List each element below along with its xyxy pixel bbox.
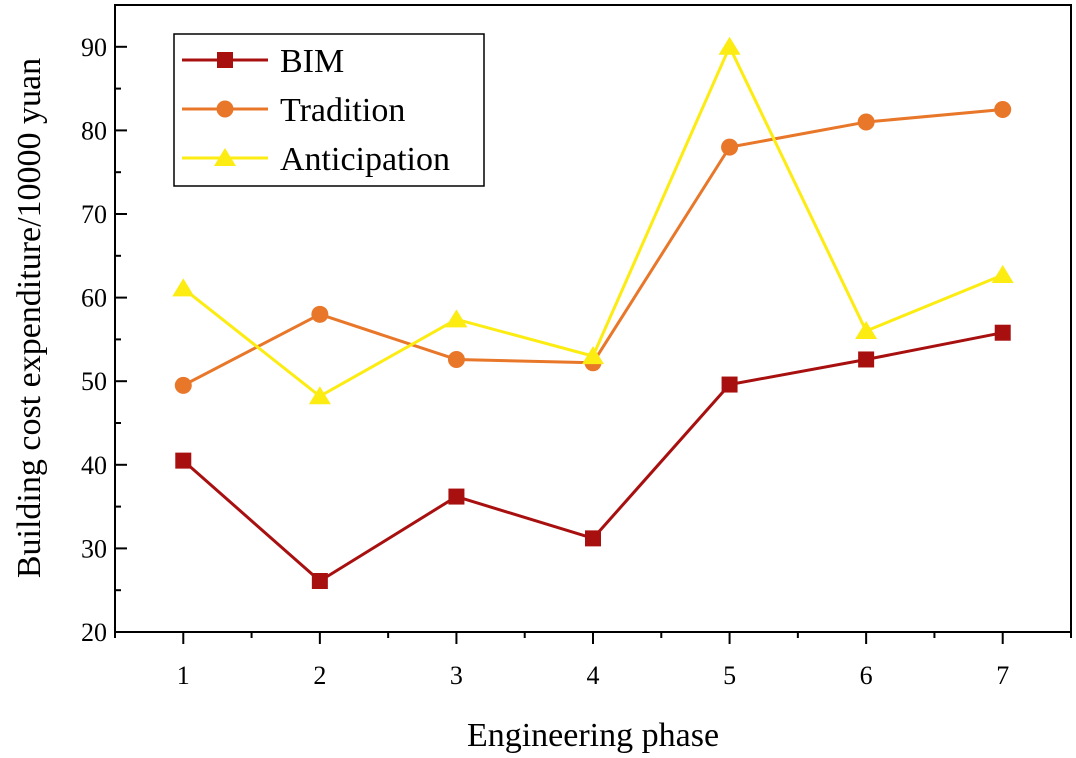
x-tick-label: 4: [587, 661, 600, 690]
legend-marker-tradition: [216, 100, 234, 118]
legend-label-anticipation: Anticipation: [280, 141, 450, 178]
y-tick-label: 30: [81, 534, 107, 563]
series-group: [172, 36, 1014, 590]
x-tick-label: 7: [996, 661, 1009, 690]
x-axis-title: Engineering phase: [467, 717, 719, 754]
y-tick-label: 40: [81, 451, 107, 480]
x-tick-label: 1: [177, 661, 190, 690]
data-point-bim: [994, 324, 1011, 341]
data-point-anticipation: [308, 386, 331, 405]
y-tick-label: 20: [81, 618, 107, 647]
y-tick-label: 50: [81, 367, 107, 396]
data-point-anticipation: [582, 346, 604, 365]
y-axis-title: Building cost expenditure/10000 yuan: [11, 58, 48, 578]
data-point-tradition: [857, 113, 875, 131]
x-tick-label: 2: [313, 661, 326, 690]
data-point-tradition: [721, 138, 739, 156]
data-point-bim: [721, 376, 738, 393]
data-point-anticipation: [172, 278, 195, 297]
data-point-tradition: [174, 376, 192, 394]
data-point-anticipation: [718, 36, 741, 55]
data-point-bim: [448, 488, 465, 505]
axis-ticks: 20 30 40 50 60 70 80 90 1 2 3 4 5 6 7: [81, 33, 1072, 690]
data-point-tradition: [994, 101, 1012, 118]
data-point-bim: [585, 530, 601, 547]
x-tick-label: 6: [860, 661, 873, 690]
data-point-tradition: [311, 305, 329, 323]
legend-marker-anticipation: [214, 148, 236, 166]
x-tick-label: 5: [723, 661, 736, 690]
data-point-anticipation: [445, 309, 468, 328]
legend-label-bim: BIM: [280, 43, 344, 80]
data-point-bim: [175, 452, 192, 469]
data-point-tradition: [447, 350, 465, 368]
data-point-anticipation: [855, 321, 878, 340]
y-tick-label: 80: [81, 116, 107, 145]
y-tick-label: 70: [81, 200, 107, 229]
y-tick-label: 90: [81, 33, 107, 62]
y-tick-label: 60: [81, 284, 107, 313]
data-point-anticipation: [991, 265, 1014, 284]
legend-label-tradition: Tradition: [280, 92, 405, 129]
legend: BIM Tradition Anticipation: [173, 33, 485, 187]
x-tick-label: 3: [450, 661, 463, 690]
legend-marker-bim: [217, 52, 233, 68]
data-point-bim: [858, 351, 875, 368]
data-point-bim: [311, 573, 328, 590]
